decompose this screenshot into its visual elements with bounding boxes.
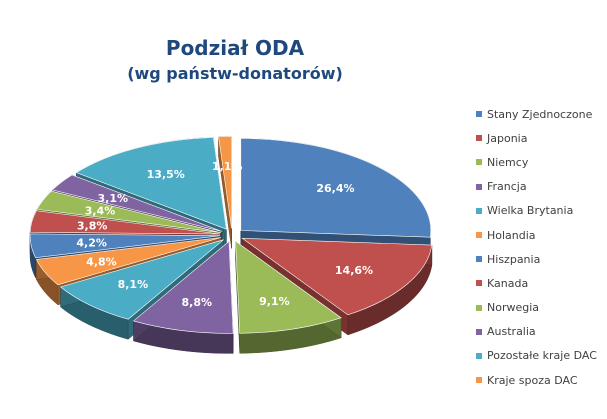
legend-swatch	[476, 111, 482, 118]
legend-swatch	[476, 183, 482, 190]
legend-label: Japonia	[487, 131, 528, 145]
pie-slice-6	[35, 237, 221, 286]
data-label-7: 4,2%	[76, 237, 107, 250]
chart-title: Podział ODA	[165, 36, 305, 60]
chart-subtitle: (wg państw-donatorów)	[127, 64, 343, 83]
data-label-10: 3,1%	[97, 192, 128, 205]
data-label-8: 3,8%	[77, 219, 108, 232]
data-label-11: 13,5%	[147, 168, 185, 181]
pie-slice-2	[241, 237, 433, 316]
legend-label: Francja	[487, 180, 527, 194]
legend-item: Kanada	[476, 271, 604, 295]
legend-swatch	[476, 280, 482, 287]
legend-swatch	[476, 135, 482, 142]
pie-slice-12	[218, 136, 232, 229]
data-label-1: 26,4%	[316, 182, 354, 195]
legend-swatch	[476, 232, 482, 239]
pie-slice-4	[132, 240, 234, 334]
legend-item: Japonia	[476, 126, 604, 150]
pie-slice-7	[29, 233, 221, 259]
pie-slice-1	[240, 138, 432, 238]
legend-item: Norwegia	[476, 296, 604, 320]
legend-label: Kraje spoza DAC	[487, 373, 578, 387]
legend-label: Pozostałe kraje DAC	[487, 349, 597, 363]
data-label-5: 8,1%	[118, 278, 149, 291]
legend-label: Holandia	[487, 228, 536, 242]
legend-label: Kanada	[487, 276, 529, 290]
legend-item: Francja	[476, 175, 604, 199]
pie-slice-9	[36, 190, 221, 233]
data-label-4: 8,8%	[182, 296, 213, 309]
legend-label: Australia	[487, 325, 536, 339]
legend-label: Norwegia	[487, 301, 540, 315]
pie-slice-3	[235, 240, 342, 334]
pie-slice-10	[51, 174, 222, 232]
data-label-12: 1,1%	[212, 160, 243, 173]
legend: Stany Zjednoczone Japonia Niemcy Francja Wie…	[476, 102, 604, 392]
legend-swatch	[476, 377, 482, 384]
legend-swatch	[476, 328, 482, 335]
pie-slice-8	[29, 210, 221, 235]
legend-item: Pozostałe kraje DAC	[476, 344, 604, 368]
legend-item: Kraje spoza DAC	[476, 368, 604, 392]
legend-swatch	[476, 304, 482, 311]
data-label-9: 3,4%	[85, 204, 116, 217]
legend-swatch	[476, 352, 482, 359]
pie-slice-5	[59, 239, 224, 320]
pie-slice-11	[75, 137, 227, 230]
data-label-3: 9,1%	[259, 295, 290, 308]
legend-label: Hiszpania	[487, 252, 541, 266]
data-label-2: 14,6%	[335, 264, 373, 277]
legend-swatch	[476, 256, 482, 263]
legend-item: Holandia	[476, 223, 604, 247]
legend-item: Niemcy	[476, 150, 604, 174]
legend-swatch	[476, 207, 482, 214]
data-label-6: 4,8%	[86, 255, 117, 268]
legend-swatch	[476, 159, 482, 166]
legend-item: Australia	[476, 320, 604, 344]
legend-label: Wielka Brytania	[487, 204, 574, 218]
legend-label: Stany Zjednoczone	[487, 107, 593, 121]
legend-item: Hiszpania	[476, 247, 604, 271]
legend-label: Niemcy	[487, 155, 529, 169]
legend-item: Stany Zjednoczone	[476, 102, 604, 126]
legend-item: Wielka Brytania	[476, 199, 604, 223]
